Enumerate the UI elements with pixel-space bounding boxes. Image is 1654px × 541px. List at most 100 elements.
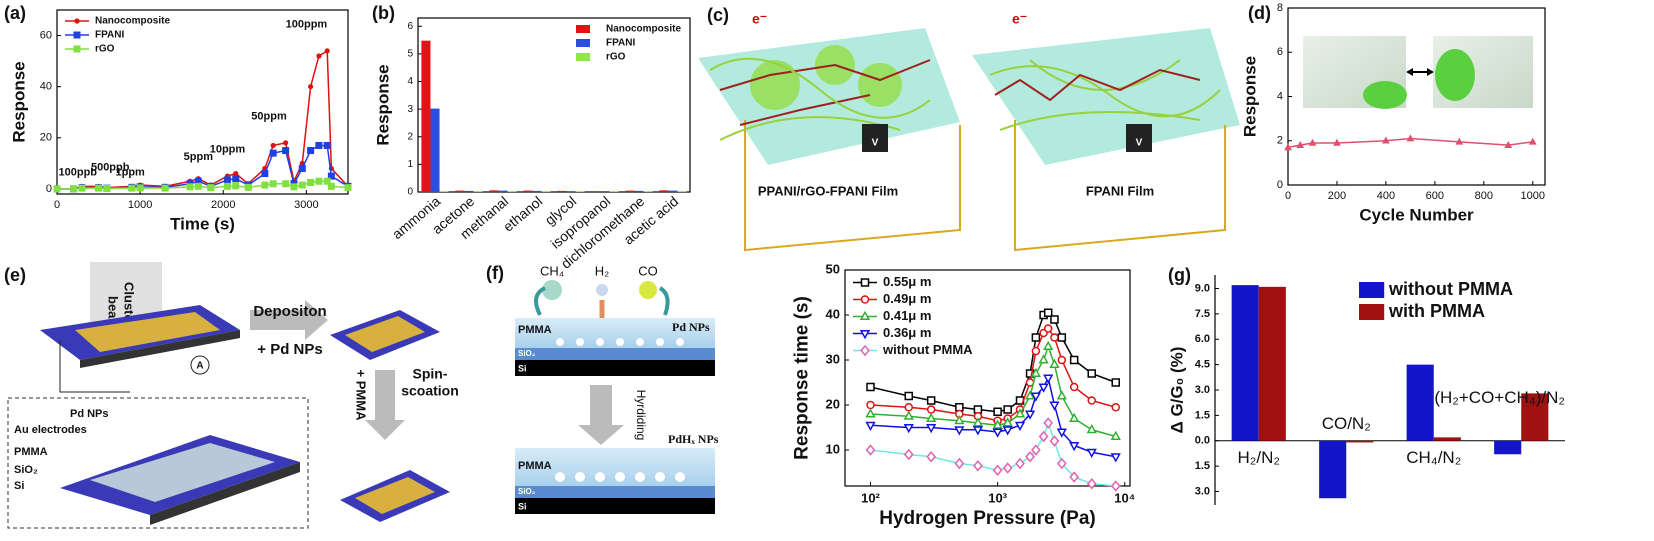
marker [261,170,269,178]
legend-label: Nanocomposite [606,24,681,35]
marker [1069,441,1080,452]
y-tick-label: 60 [40,29,52,41]
y-tick-label: 2 [1277,135,1283,147]
bar [1319,440,1347,499]
marker [1086,448,1097,459]
si-layer [515,498,715,514]
marker [904,403,914,412]
plot-frame [56,9,349,195]
y-tick-label: 1.5 [1195,409,1210,421]
bar [473,191,483,192]
bar [557,190,567,192]
y-tick-label: 6 [407,21,413,32]
y-tick-label: 1.5 [1195,460,1210,472]
fibers [709,57,931,141]
legend-marker [859,310,871,321]
bar [566,191,576,192]
layer-label: Pd NPs [70,408,109,420]
legend-swatch [576,39,590,47]
electrodes [355,477,435,514]
marker [1043,374,1054,384]
arrow [578,385,624,445]
y-tick-label: 0.0 [1195,435,1210,447]
bar [507,191,517,192]
legend-marker [73,31,81,39]
layer-label: PMMA [14,446,48,458]
marker [993,407,1002,416]
marker [1024,410,1036,420]
legend-swatch [1359,282,1385,298]
marker [1050,333,1059,342]
film-caption: PPANI/rGO-FPANI Film [758,183,898,198]
panel-label: (b) [372,3,395,23]
plot-frame [417,17,691,193]
bar [498,190,508,192]
marker [1014,408,1026,418]
circuit [59,340,130,393]
film-caption: FPANI Film [1086,183,1154,198]
bar [1433,437,1461,441]
marker [103,184,111,192]
layer-label: SiO₂ [14,464,38,476]
marker [136,184,144,192]
marker [307,147,315,155]
marker [972,426,984,436]
bar [677,191,687,192]
marker [926,451,936,463]
marker [1406,134,1415,142]
ammeter [190,355,210,375]
marker [1057,457,1067,470]
marker [1031,333,1041,342]
x-tick-label: 400 [1377,190,1395,202]
marker [70,185,78,193]
bar [421,40,431,193]
marker [1038,383,1049,393]
film-sheet [972,28,1240,165]
marker [344,184,352,192]
step-label: Depositon [253,303,326,320]
marker [866,382,875,392]
marker [1015,457,1025,470]
inset-photos [1303,36,1533,109]
np-row [555,338,685,482]
marker [1043,417,1054,429]
marker [194,177,202,185]
marker [223,182,231,190]
y-axis-label: Δ G/G₀ (%) [1168,347,1187,434]
y-tick-label: 40 [826,306,840,321]
marker [282,180,290,188]
marker [1003,405,1012,414]
y-tick-label: 0 [1277,179,1283,191]
annotation: 100ppb [59,167,98,179]
diagram-e: Cluster beam A Depositon + Pd NPs Spin- … [7,262,459,529]
x-tick-label: 3000 [294,199,318,211]
bar [430,108,440,192]
y-tick-label: 2 [407,131,413,142]
electron-label: e⁻ [1012,11,1027,27]
legend-label: 0.36μ m [883,325,931,340]
np-label: PdHₓ NPs [668,432,719,446]
marker [1057,333,1067,342]
marker [324,48,330,54]
layer-label: Si [518,363,527,373]
diagram-f: CH₄ H₂ CO PMMA SiO₂ Si Pd NPs Hyrdiding … [515,263,719,514]
marker [1086,423,1097,434]
legend-swatch [576,53,590,61]
marker [53,185,61,193]
y-tick-label: 20 [826,396,840,411]
y-tick-label: 8 [1277,2,1283,14]
gas-molecule [542,280,562,300]
marker [290,183,298,191]
meter-label: V [1136,138,1143,149]
x-axis-label: Time (s) [170,214,235,233]
marker [866,400,875,410]
legend-label: rGO [606,52,626,63]
bar [1406,364,1434,441]
marker [1038,430,1049,443]
x-tick-label: 2000 [211,199,235,211]
annotation: 50ppm [251,110,287,122]
marker [1528,137,1537,145]
bar [1346,440,1374,443]
y-tick-label: 4 [1277,90,1283,102]
